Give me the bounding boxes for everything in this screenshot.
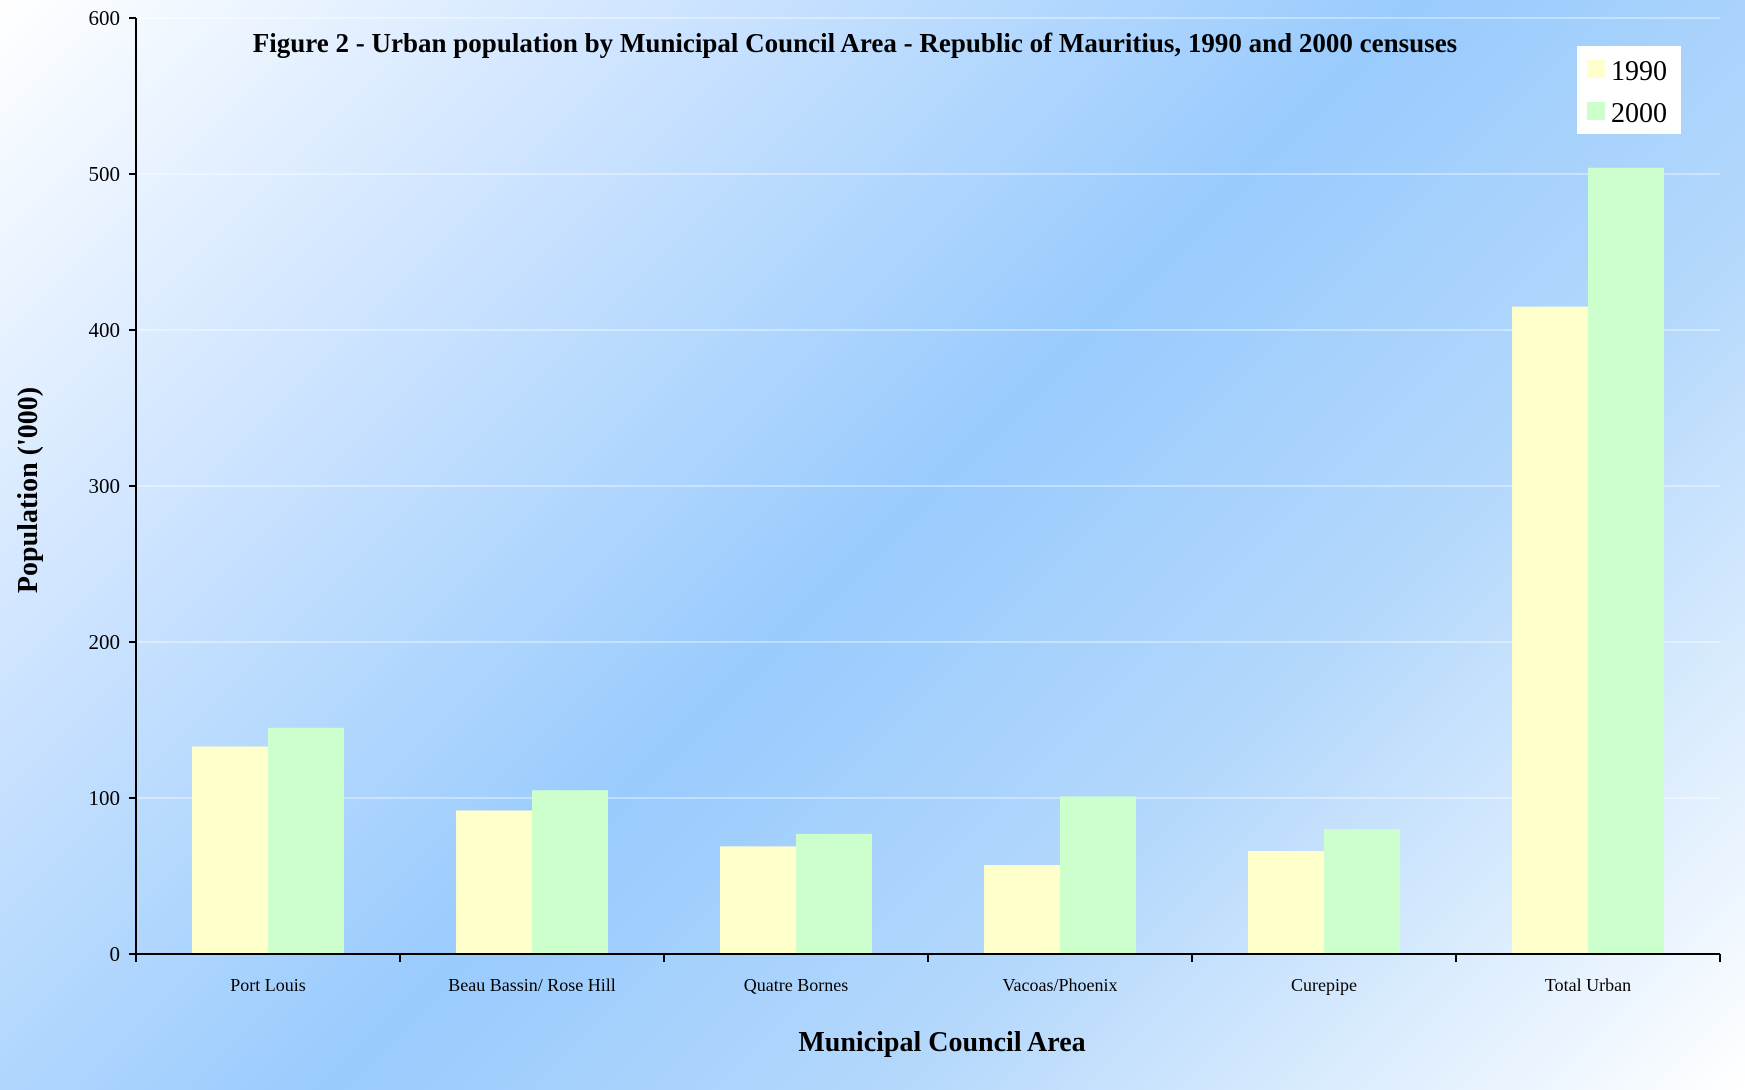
bars — [192, 167, 1664, 955]
legend-label-1990: 1990 — [1611, 56, 1667, 87]
x-category-label: Beau Bassin/ Rose Hill — [448, 975, 616, 995]
bar-2000-2 — [796, 833, 872, 954]
bar-1990-3 — [984, 865, 1060, 954]
x-category-label: Port Louis — [230, 975, 306, 995]
legend-label-2000: 2000 — [1611, 98, 1667, 129]
bar-2000-0 — [268, 727, 344, 954]
y-tick-label-0: 0 — [110, 942, 121, 966]
x-category-label: Vacoas/Phoenix — [1003, 975, 1118, 995]
bar-1990-2 — [720, 846, 796, 954]
y-tick-label-400: 400 — [89, 318, 121, 342]
legend-swatch-1990 — [1587, 60, 1605, 78]
x-category-label: Quatre Bornes — [744, 975, 848, 995]
y-ticks: 0 100 200 300 400 500 600 — [89, 6, 1721, 966]
bar-1990-1 — [456, 810, 532, 954]
y-tick-label-200: 200 — [89, 630, 121, 654]
y-tick-label-300: 300 — [89, 474, 121, 498]
y-tick-label-600: 600 — [89, 6, 121, 30]
legend-swatch-2000 — [1587, 102, 1605, 120]
bar-2000-3 — [1060, 796, 1136, 954]
bar-2000-1 — [532, 790, 608, 954]
x-category-label: Curepipe — [1291, 975, 1357, 995]
legend: 1990 2000 — [1577, 46, 1681, 134]
bar-1990-5 — [1512, 306, 1588, 955]
bar-2000-5 — [1588, 167, 1664, 954]
x-axis-title: Municipal Council Area — [798, 1027, 1085, 1058]
x-category-label: Total Urban — [1545, 975, 1631, 995]
y-tick-label-100: 100 — [89, 786, 121, 810]
x-category-labels: Port Louis Beau Bassin/ Rose Hill Quatre B… — [230, 975, 1631, 995]
chart-title: Figure 2 - Urban population by Municipal… — [253, 28, 1457, 58]
y-axis-title: Population ('000) — [13, 387, 44, 593]
gridlines — [136, 17, 1720, 799]
bar-1990-0 — [192, 746, 268, 954]
bar-1990-4 — [1248, 851, 1324, 954]
bar-2000-4 — [1324, 829, 1400, 954]
y-tick-label-500: 500 — [89, 162, 121, 186]
